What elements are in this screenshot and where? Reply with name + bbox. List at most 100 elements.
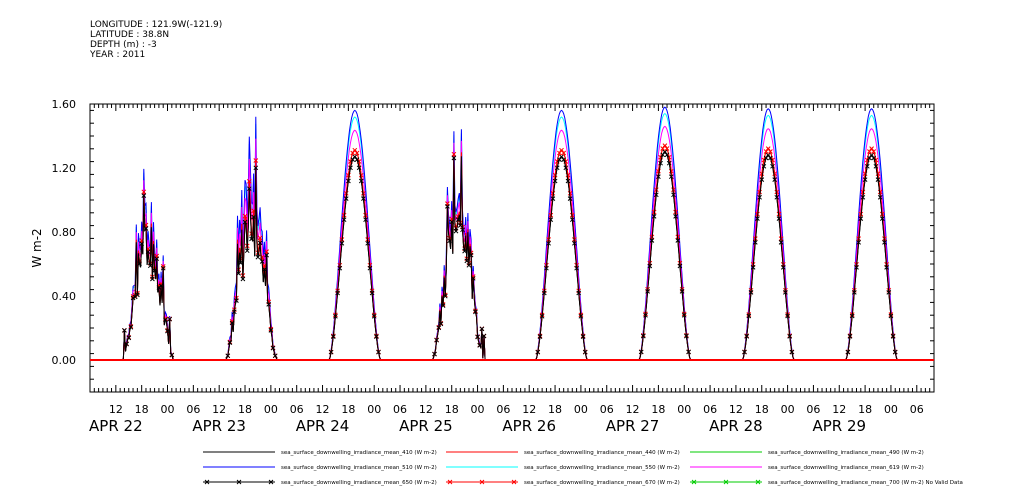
legend-label-5: sea_surface_downwelling_irradiance_mean_… [768,465,924,471]
x-hour-label: 12 [212,403,226,416]
series-marker-6 [346,178,351,184]
series-marker-7 [871,149,877,154]
series-marker-6 [462,248,467,254]
series-marker-6 [679,289,685,294]
x-day-label: APR 23 [192,417,246,435]
legend-marker-8 [691,479,697,485]
series-marker-6 [150,276,155,282]
y-tick-label: 1.60 [52,98,77,111]
series-marker-6 [343,196,349,201]
series-marker-7 [242,213,248,219]
series-marker-6 [892,349,898,355]
series-marker-6 [658,160,663,166]
x-tick-labels: 12 18 00 06 12 18 00 06 12 18 00 06 12 18 00 06 12 18 00 06… [89,403,924,435]
series-marker-6 [470,275,476,281]
series-marker-6 [335,290,340,296]
series-marker-7 [160,264,166,269]
series-marker-6 [152,268,157,273]
series-marker-6 [761,163,767,169]
series-marker-6 [890,334,896,339]
series-marker-6 [122,328,127,333]
series-marker-7 [671,187,676,193]
series-marker-6 [453,228,459,234]
x-hour-label: 00 [884,403,898,416]
metadata-block: LONGITUDE : 121.9W(-121.9) LATITUDE : 38… [90,20,222,60]
series-marker-6 [466,262,472,268]
series-marker-6 [572,240,577,246]
series-marker-6 [535,349,541,355]
series-marker-6 [873,163,879,169]
series-marker-7 [567,190,573,196]
series-marker-6 [333,313,338,319]
x-hour-label: 00 [471,403,485,416]
series-marker-6 [447,238,452,244]
legend-label-0: sea_surface_downwelling_irradiance_mean_… [281,450,437,456]
series-marker-6 [757,194,762,200]
series-marker-6 [858,216,864,221]
x-hour-label: 18 [135,403,149,416]
y-axis-title: W m-2 [30,228,44,267]
series-marker-6 [330,334,336,339]
year-label: YEAR : 2011 [90,50,146,60]
x-hour-label: 12 [626,403,640,416]
series-marker-6 [438,321,444,327]
series-marker-6 [783,290,788,295]
series-marker-6 [748,290,754,295]
series-marker-6 [789,349,795,355]
x-hour-label: 06 [910,403,924,416]
series-marker-6 [548,217,554,223]
x-hour-label: 18 [755,403,769,416]
series-marker-6 [468,252,474,258]
series-marker-7 [877,189,883,195]
series-marker-6 [860,194,866,200]
legend-marker-6 [236,479,242,485]
series-marker-7 [354,150,360,156]
series-marker-6 [864,163,870,169]
series-marker-6 [339,240,345,246]
series-marker-6 [638,349,644,355]
series-marker-6 [563,165,569,171]
x-hour-label: 12 [419,403,433,416]
series-marker-6 [367,265,373,271]
y-tick-label: 1.20 [52,162,77,175]
y-tick-label: 0.00 [52,354,77,367]
series-marker-6 [752,240,758,245]
longitude-label: LONGITUDE : 121.9W(-121.9) [90,20,223,30]
series-marker-7 [361,190,366,196]
series-line-6 [90,151,934,361]
x-day-label: APR 25 [399,417,453,435]
series-marker-7 [662,143,668,148]
series-marker-6 [539,313,545,319]
series-marker-7 [451,151,457,157]
series-marker-6 [445,204,450,209]
series-marker-6 [780,265,786,270]
series-marker-6 [877,194,883,200]
series-marker-6 [647,263,653,269]
series-marker-6 [259,259,265,264]
series-marker-6 [234,298,239,303]
series-marker-6 [774,194,780,200]
x-hour-label: 06 [600,403,614,416]
series-marker-7 [550,190,556,196]
series-marker-6 [550,196,556,201]
series-marker-7 [664,146,670,151]
x-hour-label: 18 [238,403,252,416]
series-marker-6 [537,334,543,339]
series-marker-6 [440,303,446,308]
series-marker-6 [257,240,263,246]
legend-label-1: sea_surface_downwelling_irradiance_mean_… [524,450,680,456]
legend-marker-7 [511,479,517,485]
series-marker-6 [361,196,366,201]
series-marker-6 [546,240,551,246]
series-marker-6 [541,290,547,296]
series-marker-6 [649,238,655,243]
x-day-label: APR 29 [812,417,866,435]
legend-label-6: sea_surface_downwelling_irradiance_mean_… [281,480,437,486]
series-marker-6 [369,290,375,296]
series-marker-6 [744,334,750,339]
series-marker-6 [249,236,254,242]
x-day-label: APR 22 [89,417,143,435]
series-marker-7 [141,189,147,195]
series-marker-6 [787,334,793,339]
